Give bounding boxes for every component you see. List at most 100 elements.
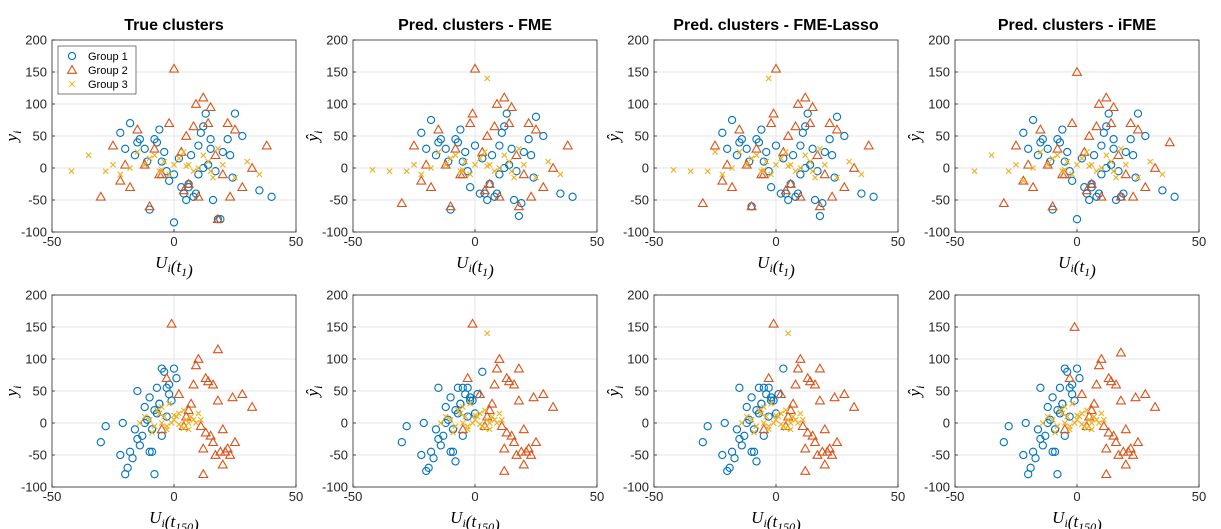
data-point-x xyxy=(472,412,478,419)
x-axis-label: Ui(t150) xyxy=(450,508,500,529)
y-tick-label: 50 xyxy=(33,129,47,144)
data-point-triangle xyxy=(785,404,796,415)
data-point-circle xyxy=(1067,390,1077,399)
data-point-x xyxy=(207,168,214,175)
data-point-triangle xyxy=(785,178,796,188)
data-point-circle xyxy=(1067,176,1077,185)
data-point-circle xyxy=(133,434,142,444)
series-group-1 xyxy=(96,364,181,479)
data-point-triangle xyxy=(1127,449,1139,459)
y-tick-label: -100 xyxy=(322,480,348,495)
data-point-triangle xyxy=(217,423,229,434)
data-point-triangle xyxy=(716,175,728,185)
data-point-triangle xyxy=(506,101,517,112)
data-point-x xyxy=(777,155,784,162)
data-point-x xyxy=(743,161,750,168)
data-point-triangle xyxy=(802,427,814,437)
data-point-x xyxy=(68,168,75,175)
x-tick-label: 0 xyxy=(471,489,478,504)
data-point-circle xyxy=(116,128,125,137)
data-point-triangle xyxy=(163,117,175,128)
data-point-circle xyxy=(451,457,460,466)
data-point-triangle xyxy=(474,388,486,399)
data-point-x xyxy=(134,149,141,155)
data-point-x xyxy=(102,168,109,175)
data-point-triangle xyxy=(197,443,209,453)
data-point-circle xyxy=(512,167,521,176)
data-point-circle xyxy=(825,135,834,144)
x-tick-label: 50 xyxy=(891,234,905,249)
data-point-circle xyxy=(502,109,511,118)
data-point-triangle xyxy=(1127,191,1139,201)
data-point-circle xyxy=(140,144,149,153)
data-point-x xyxy=(151,152,158,159)
data-point-x xyxy=(1110,168,1117,175)
data-point-triangle xyxy=(467,108,478,118)
data-point-circle xyxy=(465,393,475,402)
data-point-x xyxy=(1098,410,1105,417)
data-point-x xyxy=(166,400,173,407)
data-point-x xyxy=(484,75,491,82)
data-point-circle xyxy=(730,454,739,463)
data-point-circle xyxy=(446,447,455,456)
y-axis-label: ŷi xyxy=(604,131,626,144)
data-point-x xyxy=(768,171,775,178)
data-point-x xyxy=(794,420,801,426)
data-point-x xyxy=(256,171,263,178)
data-point-triangle xyxy=(190,359,202,370)
data-point-triangle xyxy=(1120,423,1132,434)
data-point-circle xyxy=(1109,135,1118,144)
data-point-circle xyxy=(206,135,215,144)
data-point-triangle xyxy=(207,436,219,447)
y-axis-label: ŷi xyxy=(604,386,626,399)
y-tick-label: 150 xyxy=(928,65,950,80)
data-point-x xyxy=(197,416,204,423)
data-point-triangle xyxy=(537,388,549,399)
data-point-x xyxy=(210,174,217,181)
data-point-x xyxy=(205,158,212,165)
data-point-triangle xyxy=(751,143,762,153)
legend-marker-circle xyxy=(67,51,77,61)
x-tick-label: 50 xyxy=(1192,489,1206,504)
data-point-triangle xyxy=(814,200,826,211)
data-point-x xyxy=(743,413,750,420)
data-point-x xyxy=(1083,149,1090,155)
data-point-triangle xyxy=(139,159,151,169)
data-point-circle xyxy=(519,147,528,157)
data-point-circle xyxy=(830,173,839,182)
data-point-circle xyxy=(436,135,445,144)
y-tick-label: 50 xyxy=(33,384,47,399)
data-point-circle xyxy=(1043,402,1052,412)
data-point-triangle xyxy=(396,197,408,208)
data-point-triangle xyxy=(224,191,236,201)
data-point-triangle xyxy=(222,443,234,453)
data-point-x xyxy=(472,161,478,168)
data-point-triangle xyxy=(168,63,180,73)
legend-marker-x xyxy=(69,81,75,87)
data-point-circle xyxy=(1043,144,1052,153)
data-point-triangle xyxy=(1132,124,1144,134)
data-point-circle xyxy=(431,425,441,434)
data-point-triangle xyxy=(183,178,194,188)
data-point-triangle xyxy=(1120,168,1132,179)
data-point-x xyxy=(768,400,775,407)
data-point-x xyxy=(736,149,743,155)
x-tick-label: -50 xyxy=(344,489,363,504)
data-point-triangle xyxy=(826,191,838,201)
data-point-x xyxy=(1088,426,1095,433)
data-point-triangle xyxy=(479,184,491,195)
data-point-circle xyxy=(238,131,247,141)
data-point-x xyxy=(1037,149,1044,155)
data-point-circle xyxy=(96,438,105,447)
data-point-circle xyxy=(463,383,472,392)
data-point-circle xyxy=(194,170,203,179)
data-point-circle xyxy=(160,367,169,376)
data-point-circle xyxy=(1019,128,1028,137)
data-point-circle xyxy=(225,151,235,160)
data-point-circle xyxy=(150,470,159,479)
data-point-circle xyxy=(757,125,766,134)
data-point-triangle xyxy=(814,363,826,373)
series-group-3 xyxy=(670,75,865,181)
